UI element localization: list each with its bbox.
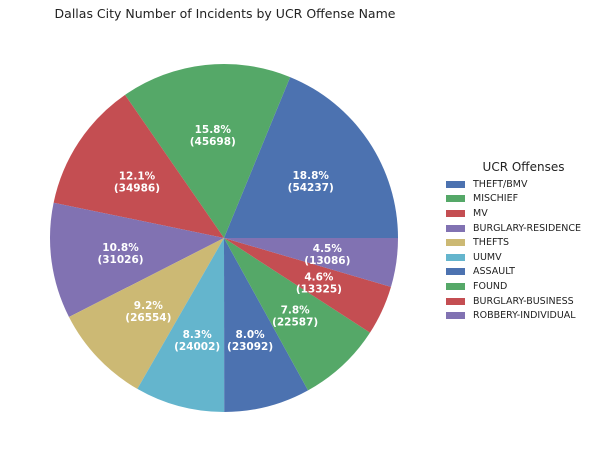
slice-count-label: (13086) [304,255,350,267]
slice-percent-label: 4.6% [304,272,334,284]
pie-slice-assault [224,238,309,412]
legend-swatch [446,224,465,232]
legend-title: UCR Offenses [482,160,565,174]
legend: UCR Offenses THEFT/BMV MISCHIEF MV BURGLARY… [446,160,601,323]
legend-label: BURGLARY-RESIDENCE [473,222,582,234]
slice-percent-label: 18.8% [293,170,330,182]
slice-percent-label: 8.0% [236,329,266,341]
legend-swatch [446,268,465,276]
legend-item: THEFT/BMV [446,177,601,192]
slice-percent-label: 9.2% [134,300,164,312]
legend-item: ASSAULT [446,265,601,280]
legend-label: MISCHIEF [473,193,519,205]
slice-count-label: (31026) [97,254,143,266]
pie-slice-robbery-individual [224,238,398,287]
legend-swatch [446,282,465,290]
slice-percent-label: 4.5% [313,243,343,255]
legend-swatch [446,239,465,247]
legend-entries: THEFT/BMV MISCHIEF MV BURGLARY-RESIDENCE THE… [446,177,601,323]
pie-slice-found [224,238,371,391]
pie-slice-uumv [137,238,225,412]
pie-slice-burglary-business [224,238,391,333]
legend-label: THEFTS [473,237,510,249]
slice-count-label: (23092) [227,341,273,353]
slice-count-label: (13325) [296,284,342,296]
pie-slice-theft-bmv [224,77,398,238]
legend-swatch [446,195,465,203]
pie-slice-mischief [125,63,291,239]
slice-count-label: (45698) [190,136,236,148]
legend-swatch [446,297,465,305]
legend-label: FOUND [473,280,508,292]
slice-percent-label: 8.3% [183,329,213,341]
slice-percent-label: 7.8% [281,304,311,316]
legend-label: BURGLARY-BUSINESS [473,295,574,307]
pie-slice-burglary-residence [50,202,224,318]
slice-percent-label: 12.1% [119,170,156,182]
legend-swatch [446,312,465,320]
legend-item: BURGLARY-RESIDENCE [446,221,601,236]
chart-title: Dallas City Number of Incidents by UCR O… [54,6,396,21]
slice-count-label: (54237) [288,182,334,194]
slice-count-label: (24002) [174,341,220,353]
legend-label: MV [473,207,488,219]
legend-item: MISCHIEF [446,192,601,207]
legend-item: ROBBERY-INDIVIDUAL [446,308,601,323]
legend-label: ASSAULT [473,266,515,278]
legend-label: THEFT/BMV [473,178,528,190]
pie-labels: 18.8%(54237) 15.8%(45698) 12.1%(34986) 10.8… [97,124,350,353]
slice-count-label: (26554) [125,312,171,324]
legend-label: ROBBERY-INDIVIDUAL [473,310,576,322]
pie-slice-thefts [68,238,225,389]
legend-swatch [446,253,465,261]
pie-slice-mv [53,94,224,239]
legend-swatch [446,209,465,217]
legend-item: MV [446,206,601,221]
slice-percent-label: 10.8% [102,242,139,254]
slice-count-label: (22587) [272,316,318,328]
legend-item: BURGLARY-BUSINESS [446,294,601,309]
legend-swatch [446,180,465,188]
legend-item: UUMV [446,250,601,265]
pie-slices [50,63,398,412]
legend-item: THEFTS [446,235,601,250]
slice-count-label: (34986) [114,182,160,194]
slice-percent-label: 15.8% [195,124,232,136]
legend-label: UUMV [473,251,502,263]
legend-item: FOUND [446,279,601,294]
